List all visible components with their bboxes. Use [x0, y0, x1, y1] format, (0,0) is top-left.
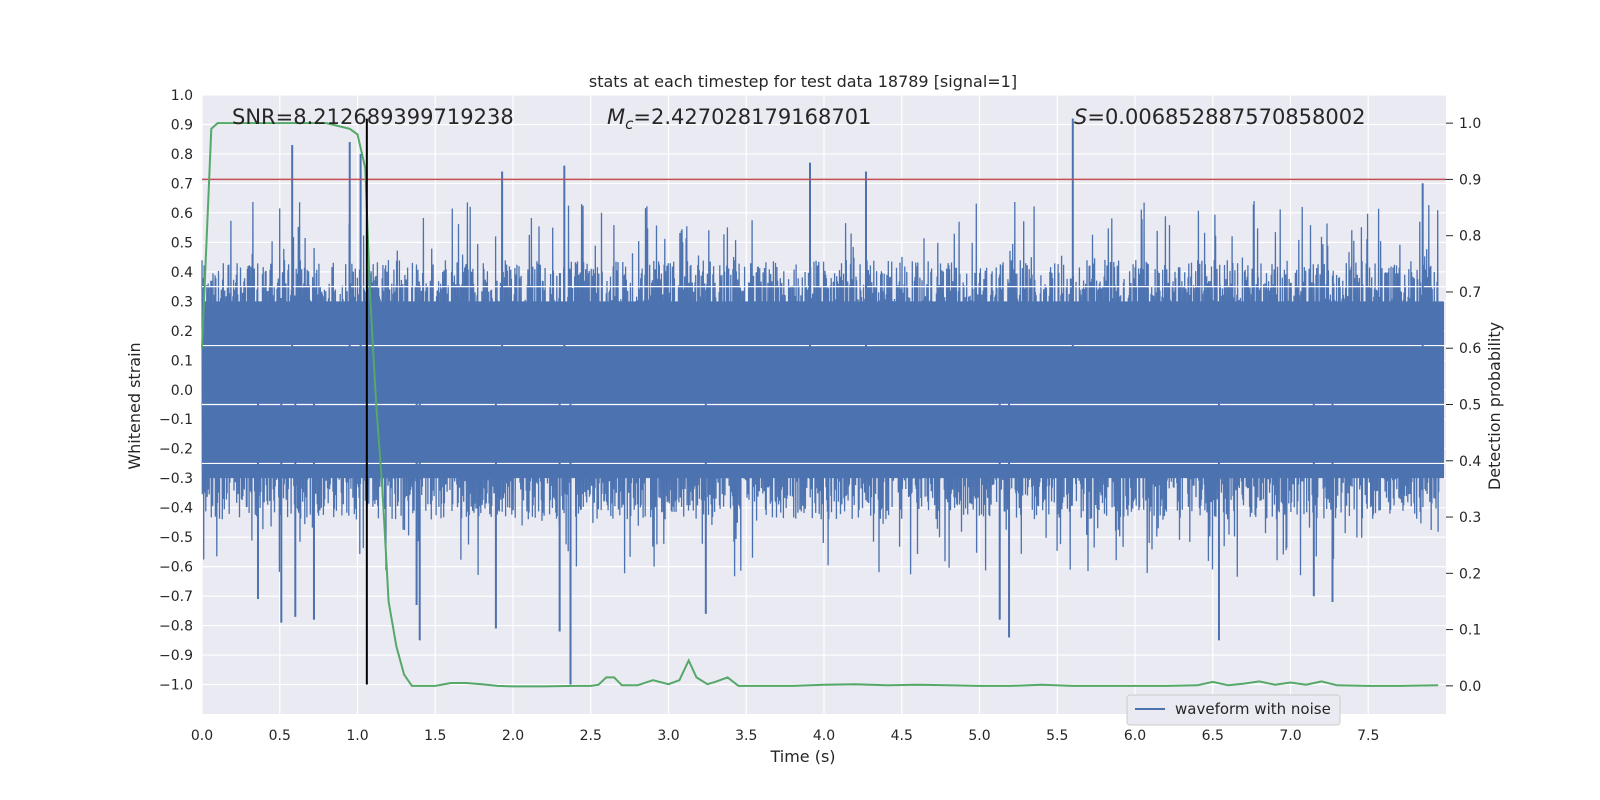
x-tick-label: 4.0	[813, 728, 835, 744]
left-y-tick-label: 0.2	[171, 324, 193, 340]
left-y-tick-label: 0.6	[171, 206, 193, 222]
overlay-lines	[201, 118, 1446, 688]
right-axis-ticks: 1.0 0.9 0.8 0.7 0.6 0.5 0.4 0.3 0.2 0.1 0.0	[1446, 116, 1481, 695]
left-y-tick-label: 1.0	[171, 88, 193, 104]
x-tick-label: 5.5	[1046, 728, 1068, 744]
right-y-tick-label: 0.1	[1459, 623, 1481, 639]
legend: waveform with noise	[1126, 694, 1341, 726]
x-tick-label: 7.5	[1357, 728, 1379, 744]
left-y-tick-label: −0.6	[159, 560, 193, 576]
legend-box	[1126, 694, 1341, 726]
x-tick-label: 3.5	[735, 728, 757, 744]
x-axis-ticks: 0.0 0.5 1.0 1.5 2.0 2.5 3.0 3.5 4.0 4.5 5.0 5.5 6.0 6…	[191, 728, 1380, 744]
waveform-noise-band	[202, 301, 1444, 479]
waveform-series	[201, 118, 1446, 685]
right-y-tick-label: 1.0	[1459, 116, 1481, 132]
right-y-tick-label: 0.6	[1459, 341, 1481, 357]
chart-title: stats at each timestep for test data 187…	[589, 72, 1017, 91]
right-y-tick-label: 0.9	[1459, 172, 1481, 188]
x-tick-label: 4.5	[891, 728, 913, 744]
x-tick-label: 7.0	[1279, 728, 1301, 744]
left-y-tick-label: 0.0	[171, 383, 193, 399]
left-y-tick-label: 0.3	[171, 294, 193, 310]
x-tick-label: 6.5	[1202, 728, 1224, 744]
x-tick-label: 1.0	[346, 728, 368, 744]
right-y-tick-label: 0.3	[1459, 510, 1481, 526]
right-y-tick-label: 0.0	[1459, 679, 1481, 695]
s-symbol: S	[1074, 105, 1087, 129]
right-y-tick-label: 0.5	[1459, 398, 1481, 414]
left-y-tick-label: −0.5	[159, 530, 193, 546]
chirp-mass-symbol: M	[607, 105, 625, 129]
right-axis-label: Detection probability	[1485, 322, 1504, 490]
x-tick-label: 0.0	[191, 728, 213, 744]
x-tick-label: 5.0	[968, 728, 990, 744]
x-tick-label: 6.0	[1124, 728, 1146, 744]
left-y-tick-label: −1.0	[159, 678, 193, 694]
snr-statistic-annotation: S=0.006852887570858002	[1074, 105, 1365, 129]
snr-annotation: SNR=8.212689399719238	[232, 105, 514, 129]
left-y-tick-label: 0.7	[171, 176, 193, 192]
legend-label-waveform: waveform with noise	[1175, 700, 1331, 718]
x-axis-label: Time (s)	[769, 747, 835, 766]
left-y-tick-label: −0.4	[159, 501, 193, 517]
chirp-mass-value: =2.427028179168701	[633, 105, 871, 129]
detection-probability-line	[201, 122, 1439, 688]
left-y-tick-label: 0.9	[171, 117, 193, 133]
chirp-mass-annotation: Mc=2.427028179168701	[607, 105, 871, 133]
left-y-tick-label: 0.8	[171, 147, 193, 163]
x-tick-label: 3.0	[657, 728, 679, 744]
left-y-tick-label: 0.4	[171, 265, 193, 281]
left-y-tick-label: 0.5	[171, 235, 193, 251]
right-y-tick-label: 0.7	[1459, 285, 1481, 301]
left-axis-ticks: 1.0 0.9 0.8 0.7 0.6 0.5 0.4 0.3 0.2 0.1 0.0 −0.1 −0.…	[159, 88, 193, 694]
x-tick-label: 2.5	[580, 728, 602, 744]
left-y-tick-label: −0.2	[159, 442, 193, 458]
x-tick-label: 0.5	[269, 728, 291, 744]
left-y-tick-label: −0.8	[159, 619, 193, 635]
s-value: =0.006852887570858002	[1087, 105, 1365, 129]
x-tick-label: 2.0	[502, 728, 524, 744]
right-y-tick-label: 0.2	[1459, 566, 1481, 582]
x-tick-label: 1.5	[424, 728, 446, 744]
left-y-tick-label: −0.7	[159, 589, 193, 605]
right-y-tick-label: 0.8	[1459, 229, 1481, 245]
right-y-tick-label: 0.4	[1459, 454, 1481, 470]
left-axis-label: Whitened strain	[125, 342, 144, 469]
left-y-tick-label: −0.3	[159, 471, 193, 487]
left-y-tick-label: −0.9	[159, 648, 193, 664]
left-y-tick-label: −0.1	[159, 412, 193, 428]
left-y-tick-label: 0.1	[171, 353, 193, 369]
chirp-mass-subscript: c	[625, 115, 634, 133]
